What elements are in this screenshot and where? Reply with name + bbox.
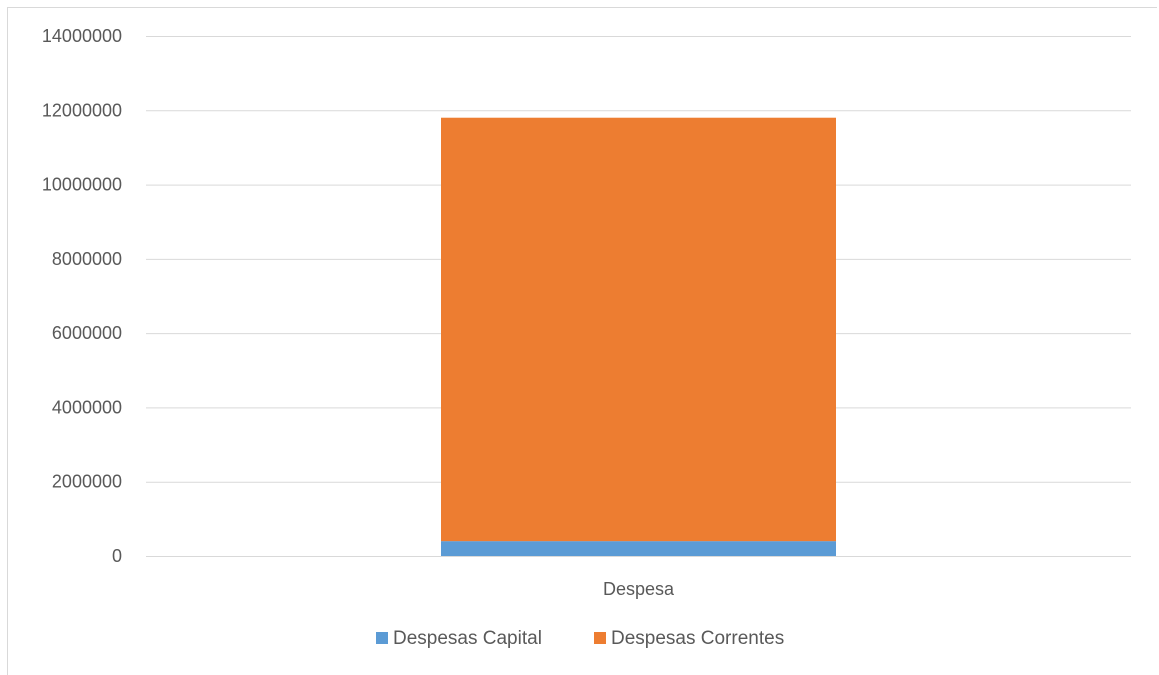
legend-swatch bbox=[376, 632, 388, 644]
y-tick-label: 0 bbox=[112, 546, 122, 566]
legend-label: Despesas Correntes bbox=[611, 628, 784, 649]
bar-despesas-correntes bbox=[441, 117, 836, 542]
legend: Despesas Capital Despesas Correntes bbox=[376, 628, 784, 649]
legend-swatch bbox=[594, 632, 606, 644]
y-tick-label: 2000000 bbox=[52, 472, 122, 492]
bar-despesas-capital bbox=[441, 541, 836, 556]
legend-label: Despesas Capital bbox=[393, 628, 542, 649]
y-tick-label: 8000000 bbox=[52, 249, 122, 269]
bars bbox=[441, 117, 836, 556]
y-tick-label: 6000000 bbox=[52, 323, 122, 343]
y-tick-label: 12000000 bbox=[42, 100, 122, 120]
y-tick-label: 4000000 bbox=[52, 397, 122, 417]
x-tick-label: Despesa bbox=[603, 579, 675, 599]
y-axis-ticks: 0 2000000 4000000 6000000 8000000 10000000 120… bbox=[42, 26, 122, 566]
x-axis-ticks: Despesa bbox=[603, 579, 675, 599]
y-tick-label: 14000000 bbox=[42, 26, 122, 46]
y-tick-label: 10000000 bbox=[42, 175, 122, 195]
